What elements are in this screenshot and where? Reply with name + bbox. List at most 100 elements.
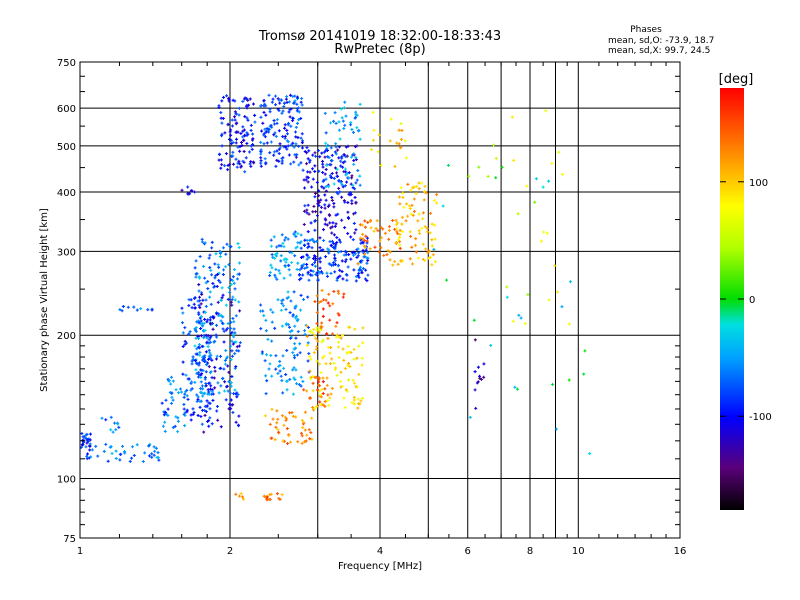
data-point [231,150,235,154]
data-point [263,135,267,139]
data-point [191,355,195,359]
data-point [288,273,292,277]
data-point [239,165,243,169]
data-point [235,395,239,399]
data-point [332,176,336,180]
data-point [342,396,346,400]
data-point [341,165,345,169]
data-point [428,255,432,259]
data-point [291,392,295,396]
data-point [181,360,185,364]
data-point [216,418,220,422]
data-point [398,235,402,239]
data-point [259,152,263,156]
data-point [366,251,370,255]
data-point [313,406,317,410]
data-point [315,326,319,330]
data-point [249,160,253,164]
data-point [191,358,195,362]
data-point [347,378,351,382]
data-point [318,393,322,397]
data-point [352,162,356,166]
data-point [280,414,284,418]
data-point [303,186,307,190]
data-point [376,150,380,154]
data-point [312,327,316,331]
data-point [334,152,338,156]
data-point [284,260,288,264]
data-point [190,359,194,363]
y-tick-label: 500 [57,142,76,153]
data-point [153,449,157,453]
data-point [325,383,329,387]
data-point [225,94,229,98]
data-point [219,384,223,388]
data-point [328,163,332,167]
data-point [275,251,279,255]
data-point [263,127,267,131]
data-point [216,263,220,267]
data-point [338,379,342,383]
data-point [567,378,571,382]
data-point [404,156,408,160]
data-point [327,292,331,296]
data-point [338,190,342,194]
data-point [242,138,246,142]
data-point [346,344,350,348]
data-point [197,311,201,315]
data-point [316,199,320,203]
data-point [336,250,340,254]
data-point [325,332,329,336]
data-point [308,330,312,334]
data-point [280,324,284,328]
data-point [81,435,85,439]
data-point [217,104,221,108]
data-point [191,412,195,416]
data-point [237,300,241,304]
data-point [372,229,376,233]
data-point [276,371,280,375]
data-point [302,388,306,392]
data-point [303,410,307,414]
data-point [262,110,266,114]
data-point [235,165,239,169]
data-point [352,212,356,216]
data-point [237,414,241,418]
data-point [291,351,295,355]
data-point [243,115,247,119]
data-point [314,347,318,351]
data-point [277,159,281,163]
data-point [334,366,338,370]
data-point [104,442,108,446]
data-point [343,366,347,370]
data-point [245,97,249,101]
data-point [476,380,480,384]
y-tick-label: 100 [57,475,76,486]
data-point [431,253,435,257]
data-point [106,459,110,463]
data-point [425,230,429,234]
data-point [281,241,285,245]
data-point [208,253,212,257]
data-point [334,166,338,170]
data-point [251,102,255,106]
data-point [300,418,304,422]
data-point [292,376,296,380]
data-point [266,127,270,131]
data-point [192,411,196,415]
data-point [204,363,208,367]
data-point [394,223,398,227]
data-point [321,171,325,175]
data-point [215,409,219,413]
data-point [325,271,329,275]
data-point [135,308,139,312]
colorbar-tick-label: 0 [749,295,755,306]
data-point [371,138,375,142]
data-point [224,152,228,156]
data-point [244,156,248,160]
chart-title: Tromsø 20141019 18:32:00-18:33:43 [258,29,501,44]
data-point [274,164,278,168]
data-point [289,143,293,147]
data-point [278,146,282,150]
data-point [287,295,291,299]
